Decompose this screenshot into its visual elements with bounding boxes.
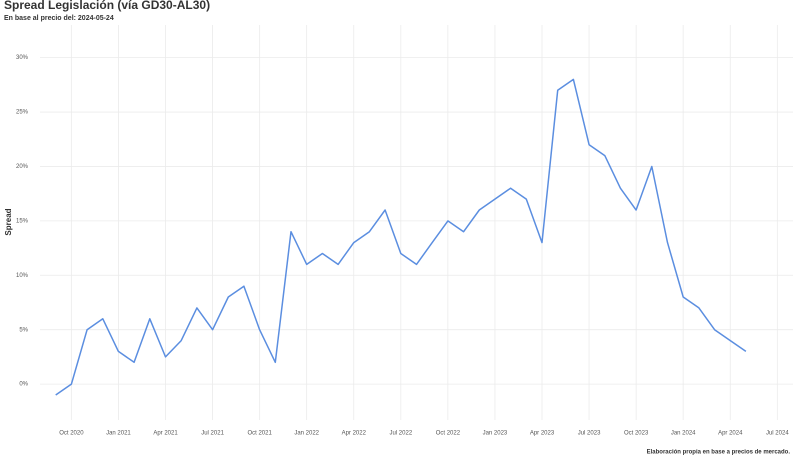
chart-title: Spread Legislación (vía GD30-AL30)	[4, 0, 210, 12]
y-tick-label: 25%	[16, 110, 29, 116]
x-tick-label: Oct 2020	[59, 431, 84, 437]
x-tick-label: Jan 2023	[483, 431, 508, 437]
x-tick-label: Jul 2021	[201, 431, 224, 437]
y-tick-label: 30%	[16, 55, 29, 61]
x-tick-label: Apr 2021	[153, 431, 178, 437]
y-axis-label: Spread	[4, 208, 13, 235]
x-tick-label: Jan 2022	[294, 431, 319, 437]
y-tick-label: 10%	[16, 273, 29, 279]
caption: Elaboración propia en base a precios de …	[647, 450, 791, 456]
x-tick-label: Apr 2022	[342, 431, 367, 437]
x-tick-label: Jan 2021	[106, 431, 131, 437]
x-tick-label: Jul 2022	[389, 431, 412, 437]
x-tick-label: Jul 2024	[766, 431, 789, 437]
series-line	[55, 78, 747, 396]
y-tick-label: 20%	[16, 164, 29, 170]
x-tick-label: Oct 2021	[247, 431, 272, 437]
x-tick-label: Jan 2024	[671, 431, 696, 437]
y-tick-label: 15%	[16, 218, 29, 224]
x-tick-label: Jul 2023	[578, 431, 601, 437]
y-tick-label: 0%	[19, 382, 28, 388]
x-tick-label: Oct 2023	[624, 431, 649, 437]
chart-subtitle: En base al precio del: 2024-05-24	[4, 15, 114, 22]
x-tick-label: Apr 2024	[718, 431, 743, 437]
x-tick-label: Apr 2023	[530, 431, 555, 437]
y-tick-label: 5%	[19, 327, 28, 333]
x-tick-label: Oct 2022	[436, 431, 461, 437]
